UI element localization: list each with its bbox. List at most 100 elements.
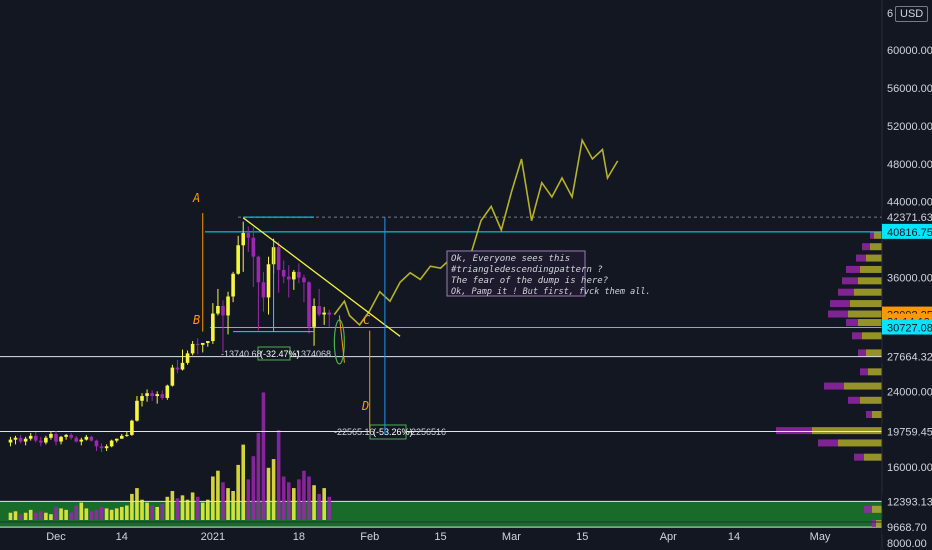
price-tick-2: 52000.00 [887, 121, 932, 133]
drawings[interactable]: A B C D -13740.68 (-32.47%) -1374068 -22… [192, 191, 651, 440]
vp-bear-14 [838, 288, 854, 296]
candle-body-49 [256, 256, 261, 283]
candle-body-9 [54, 433, 58, 442]
volume-bar-9 [54, 506, 58, 520]
volume-bar-37 [195, 496, 200, 520]
candle-body-50 [261, 282, 266, 298]
volume-bar-61 [317, 493, 321, 520]
time-tick-9: 14 [728, 531, 740, 543]
vp-bull-5 [872, 411, 882, 419]
candle-body-51 [266, 264, 271, 298]
measure-2-pct: (-53.26%) [373, 427, 413, 437]
volume-bar-22 [119, 506, 124, 520]
candle-body-8 [49, 433, 53, 438]
candle-body-6 [39, 440, 43, 443]
candles[interactable] [8, 221, 332, 452]
volume-bar-26 [140, 499, 144, 520]
volume-bar-54 [281, 476, 286, 520]
time-tick-3: 18 [293, 531, 305, 543]
candle-body-35 [185, 353, 190, 363]
volume-bar-15 [84, 508, 89, 520]
price-badge-1: 40816.75 [887, 227, 932, 239]
candle-body-46 [241, 232, 246, 246]
point-c-label: C [363, 313, 371, 327]
note-line-1: Ok, Everyone sees this [451, 254, 570, 264]
volume-bar-29 [155, 506, 159, 520]
point-b-label: B [193, 313, 200, 327]
price-tick-8: 8000.00 [887, 538, 927, 550]
volume-bar-17 [94, 509, 99, 520]
price-badge-6: 19759.45 [887, 427, 932, 439]
measure-1-right: -1374068 [293, 349, 331, 359]
candle-body-16 [89, 436, 94, 441]
vp-bull-3 [838, 439, 882, 447]
candle-body-24 [130, 420, 134, 435]
candle-body-43 [226, 296, 230, 316]
time-tick-2: 2021 [201, 531, 225, 543]
time-tick-0: Dec [46, 531, 66, 543]
candle-body-30 [160, 394, 165, 398]
candle-body-25 [135, 400, 139, 421]
vp-bull-15 [858, 277, 882, 285]
volume-bar-52 [271, 459, 276, 520]
price-badge-bg-6 [882, 423, 932, 439]
volume-bar-28 [150, 505, 154, 520]
candle-body-32 [170, 367, 175, 386]
candle-body-2 [18, 437, 23, 442]
candle-body-44 [231, 273, 235, 297]
candle-body-29 [155, 394, 159, 397]
volume-bar-43 [226, 488, 230, 520]
price-badge-7: 12393.13 [887, 496, 932, 508]
price-axis-top-fragment: 6 [887, 8, 894, 20]
vp-bear-18 [862, 243, 870, 251]
price-axis[interactable]: 60000.00 56000.00 52000.00 48000.00 44000.00… [881, 0, 932, 550]
candle-body-62 [322, 312, 326, 315]
candle-body-33 [175, 367, 180, 370]
candle-body-3 [23, 438, 28, 442]
time-tick-7: 15 [576, 531, 588, 543]
candle-body-59 [307, 282, 311, 327]
volume-bar-58 [302, 470, 306, 520]
candle-body-61 [317, 305, 321, 315]
volume-bar-33 [175, 498, 180, 520]
candle-body-27 [145, 393, 149, 397]
candle-body-5 [33, 435, 38, 441]
forecast-path [333, 137, 619, 327]
time-tick-8: Apr [660, 531, 677, 543]
volume-bar-55 [286, 482, 291, 520]
vp-bull-4 [812, 427, 882, 435]
volume-bar-25 [135, 488, 139, 520]
volume-bar-27 [145, 502, 149, 520]
vp-bull-18 [870, 243, 882, 251]
volume-bar-53 [276, 430, 281, 520]
price-badge-0: 42371.63 [887, 212, 932, 224]
candle-body-7 [44, 437, 48, 443]
horizontal-levels [0, 216, 882, 433]
candle-body-28 [150, 393, 154, 397]
volume-bar-62 [322, 488, 326, 520]
measure-1-pct-box [257, 346, 291, 361]
volume-bar-4 [28, 509, 33, 520]
volume-bar-11 [64, 509, 68, 520]
price-badge-bg-0 [882, 209, 932, 225]
volume-bar-48 [251, 456, 256, 520]
note-box[interactable] [446, 250, 586, 297]
candle-body-41 [216, 305, 220, 314]
candle-body-38 [200, 342, 205, 345]
candle-body-48 [251, 237, 256, 257]
volume-bar-56 [292, 488, 296, 520]
volume-bar-32 [170, 491, 175, 520]
volume-bar-12 [69, 512, 73, 520]
currency-button[interactable]: USD [895, 6, 929, 22]
vp-bull-16 [860, 265, 882, 273]
candle-body-42 [221, 305, 225, 316]
volume-bar-38 [200, 502, 205, 520]
vp-bull-19 [874, 231, 882, 239]
candle-body-60 [312, 305, 316, 327]
vp-bull-10 [862, 332, 882, 340]
note-line-4: Ok, Pamp it ! But first, fvck them all. [451, 287, 651, 297]
vp-bear-13 [830, 300, 850, 308]
candle-body-12 [69, 434, 73, 438]
volume-bar-2 [18, 514, 23, 520]
